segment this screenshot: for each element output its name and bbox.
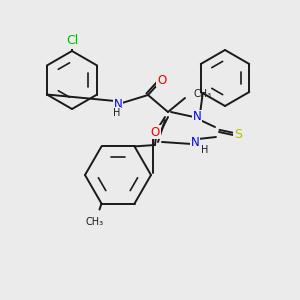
Text: N: N (190, 136, 200, 148)
Text: O: O (150, 125, 160, 139)
Text: Cl: Cl (66, 34, 78, 47)
Text: N: N (114, 98, 122, 110)
Text: H: H (201, 145, 209, 155)
Text: N: N (193, 110, 201, 124)
Text: S: S (234, 128, 242, 142)
Text: O: O (158, 74, 166, 86)
Text: H: H (113, 108, 121, 118)
Text: CH₃: CH₃ (193, 89, 211, 99)
Text: CH₃: CH₃ (85, 217, 103, 226)
